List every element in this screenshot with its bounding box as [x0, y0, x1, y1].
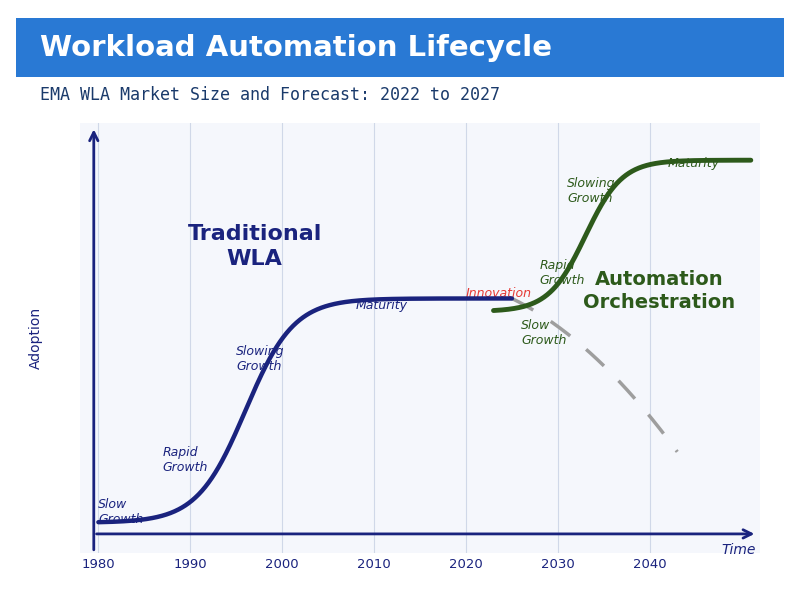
Text: Time: Time: [721, 543, 755, 558]
Text: Adoption: Adoption: [29, 306, 43, 369]
Text: Innovation: Innovation: [466, 287, 532, 300]
Text: Workload Automation Lifecycle: Workload Automation Lifecycle: [40, 34, 552, 62]
Text: Maturity: Maturity: [356, 298, 408, 311]
Text: Rapid
Growth: Rapid Growth: [162, 446, 208, 474]
Text: Maturity: Maturity: [668, 157, 720, 169]
Text: Rapid
Growth: Rapid Growth: [539, 259, 585, 287]
Text: EMA WLA Market Size and Forecast: 2022 to 2027: EMA WLA Market Size and Forecast: 2022 t…: [40, 86, 500, 104]
Text: Slow
Growth: Slow Growth: [98, 499, 144, 526]
Text: Slowing
Growth: Slowing Growth: [236, 345, 285, 373]
Text: Automation
Orchestration: Automation Orchestration: [583, 270, 735, 313]
Text: Slowing
Growth: Slowing Growth: [567, 177, 615, 205]
Text: Traditional
WLA: Traditional WLA: [187, 223, 322, 268]
Text: Slow
Growth: Slow Growth: [521, 319, 566, 347]
